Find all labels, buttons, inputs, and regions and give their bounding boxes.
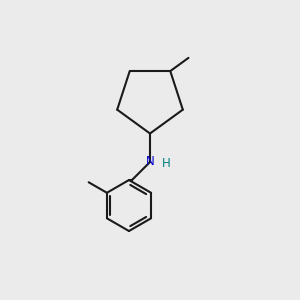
Text: H: H — [162, 157, 171, 170]
Text: N: N — [146, 155, 154, 169]
